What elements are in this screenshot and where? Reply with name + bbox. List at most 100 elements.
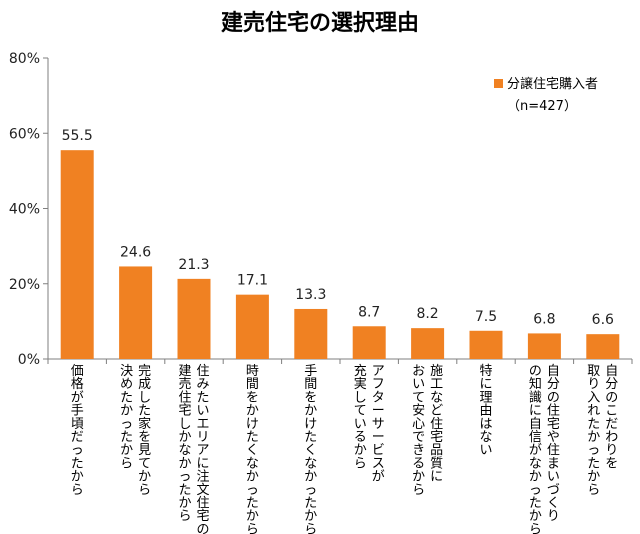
category-label-char: 完 — [138, 364, 151, 379]
category-label-char: お — [412, 364, 425, 379]
category-label-char: る — [412, 456, 425, 471]
legend-label: 分譲住宅購入者 — [507, 76, 598, 92]
category-label-char: た — [246, 430, 259, 445]
category-label-char: づ — [547, 483, 560, 498]
category-label-char: し — [354, 390, 367, 405]
category-label-char: か — [246, 404, 259, 419]
category-label-char: の — [605, 390, 618, 405]
category-label-char: っ — [529, 483, 542, 498]
category-label-char: た — [587, 417, 600, 432]
bar — [235, 294, 269, 359]
category-label-char: て — [412, 390, 425, 405]
category-label-char: ま — [547, 456, 560, 471]
category-label-char: エ — [196, 417, 209, 432]
y-tick-label: 80% — [9, 51, 40, 67]
category-label-char: か — [354, 443, 367, 458]
data-labels: 55.5 24.6 21.3 17.1 13.3 8.7 8.2 7.5 6.8 6.6 — [62, 128, 614, 328]
category-label-char: ー — [372, 404, 385, 419]
category-label-char: 住 — [547, 443, 560, 458]
category-label-char: っ — [71, 443, 84, 458]
category-label-char: に — [430, 470, 443, 485]
data-label: 24.6 — [120, 244, 151, 260]
y-tick-label: 0% — [18, 352, 40, 368]
category-label-char: た — [304, 430, 317, 445]
category-label-char: こ — [605, 404, 618, 419]
category-label-char: ら — [354, 456, 367, 471]
category-label-char: ら — [529, 522, 542, 534]
category-label-char: ら — [138, 483, 151, 498]
category-label-char: を — [304, 390, 317, 405]
category-label-char: を — [605, 456, 618, 471]
bar — [60, 150, 94, 359]
data-label: 8.7 — [358, 304, 380, 320]
data-label: 8.2 — [416, 306, 438, 322]
category-label-char: ら — [178, 509, 191, 524]
category-label-char: か — [529, 509, 542, 524]
data-label: 55.5 — [62, 128, 93, 144]
data-label: 6.8 — [533, 311, 555, 327]
category-label-char: り — [587, 377, 600, 392]
category-label-char: 価 — [71, 364, 84, 379]
category-label-char: 宅 — [547, 417, 560, 432]
bar — [177, 278, 211, 359]
category-label-char: タ — [372, 390, 385, 405]
category-label-char: 住 — [196, 364, 209, 379]
category-label-char: 文 — [196, 483, 209, 498]
bars — [60, 150, 620, 359]
category-label-char: 宅 — [178, 404, 191, 419]
category-label-char: 自 — [547, 364, 560, 379]
data-label: 7.5 — [475, 309, 497, 325]
category-label-char: 実 — [354, 376, 367, 392]
category-label-char: 建 — [178, 364, 191, 379]
category-label-char: な — [479, 430, 492, 445]
bar — [352, 326, 386, 359]
category-label-char: か — [412, 470, 425, 485]
category-label-char: て — [138, 456, 151, 471]
category-label-char: か — [246, 509, 259, 524]
category-label-char: か — [138, 470, 151, 485]
category-labels: 価格が手頃だったから完成した家を見てから決めたかったから住みたいエリアに注文住宅… — [71, 363, 619, 534]
category-label-char: 住 — [196, 496, 209, 511]
category-label-char: り — [547, 509, 560, 524]
category-label-char: か — [178, 496, 191, 511]
category-label-char: ー — [372, 430, 385, 445]
category-label-char: し — [178, 417, 191, 432]
category-label-char: た — [196, 390, 209, 405]
bar — [586, 334, 620, 359]
category-label-char: っ — [587, 443, 600, 458]
category-label-char: な — [178, 443, 191, 458]
category-label-char: れ — [587, 404, 600, 419]
category-label-char: く — [304, 443, 317, 458]
category-label-char: か — [71, 470, 84, 485]
category-label-char: っ — [246, 483, 259, 498]
category-label-char: 宅 — [196, 509, 209, 524]
bar — [527, 333, 561, 359]
category-label-char: 売 — [178, 376, 191, 392]
chart-title: 建売住宅の選択理由 — [221, 10, 419, 36]
bar — [119, 266, 153, 359]
category-label-char: 自 — [529, 417, 542, 432]
category-label-char: か — [304, 404, 317, 419]
y-tick-label: 20% — [9, 277, 40, 293]
category-label-char: 識 — [529, 390, 542, 405]
category-label-char: 手 — [71, 404, 84, 419]
category-label-char: き — [412, 443, 425, 458]
category-label-char: に — [196, 456, 209, 471]
category-label-char: ら — [587, 483, 600, 498]
category-label-char: な — [430, 390, 443, 405]
category-label-char: ど — [430, 404, 443, 419]
category-label-char: っ — [178, 470, 191, 485]
category-label-char: 時 — [246, 364, 259, 379]
category-label-char: 充 — [354, 363, 367, 379]
category-label-char: 注 — [196, 470, 209, 485]
category-label-char: く — [246, 443, 259, 458]
legend-note: （n=427） — [507, 99, 577, 114]
category-label-char: 住 — [430, 417, 443, 432]
category-label-char: 自 — [605, 364, 618, 379]
category-label-char: い — [479, 443, 492, 458]
category-label-char: で — [412, 430, 425, 445]
category-label-char: 間 — [246, 377, 259, 392]
category-label-char: る — [354, 430, 367, 445]
category-label-char: め — [120, 377, 133, 392]
